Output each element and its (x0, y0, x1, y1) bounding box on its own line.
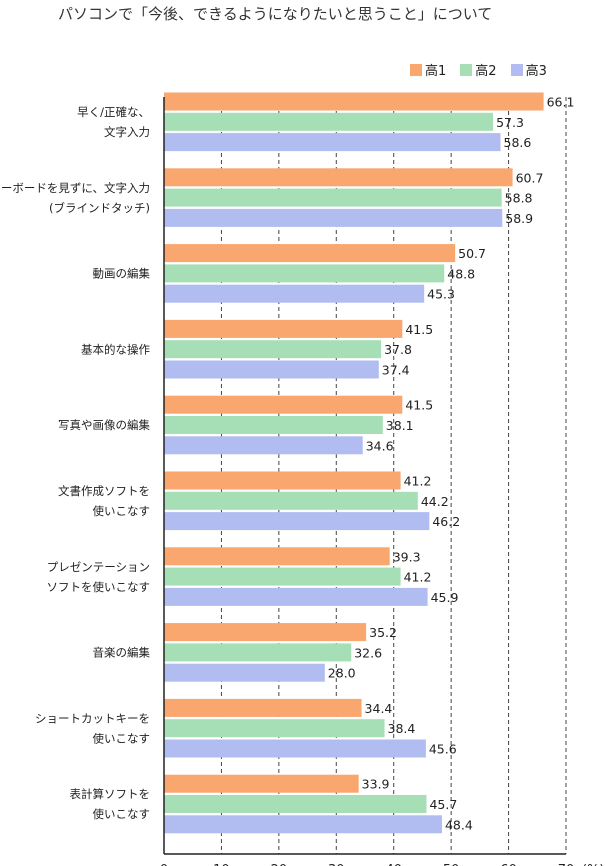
data-label: 34.6 (366, 438, 394, 453)
legend-swatch (510, 63, 523, 76)
category-label: 早く/正確な、 (77, 105, 150, 119)
data-label: 37.8 (384, 342, 412, 357)
legend-item: 高2 (460, 60, 497, 79)
bar (164, 188, 502, 207)
category-label: 写真や画像の編集 (58, 418, 150, 432)
bar (164, 112, 494, 131)
bar (164, 567, 401, 586)
bar (164, 92, 544, 111)
legend-item: 高1 (410, 60, 446, 79)
data-label: 41.5 (405, 322, 433, 337)
bar (164, 284, 425, 303)
category-label: 使いこなす (93, 731, 151, 745)
x-tick-label: 50 (443, 863, 460, 866)
x-tick-label: 30 (328, 863, 345, 866)
legend: 高1 高2 高3 (410, 60, 547, 79)
bar (164, 360, 379, 379)
data-label: 60.7 (516, 170, 544, 185)
category-label: キーボードを見ずに、文字入力 (0, 181, 150, 195)
x-tick-label: 60 (500, 863, 517, 866)
legend-label: 高1 (425, 64, 447, 79)
bar (164, 264, 445, 283)
bar (164, 739, 426, 758)
bar (164, 416, 383, 434)
x-tick-label: 70 (558, 863, 575, 866)
data-label: 38.4 (388, 721, 416, 736)
data-label: 45.7 (429, 797, 457, 812)
data-label: 45.3 (427, 287, 455, 302)
bar (164, 643, 352, 662)
category-label: ソフトを使いこなす (47, 580, 151, 594)
category-label: 基本的な操作 (81, 342, 150, 356)
data-label: 35.2 (369, 625, 397, 640)
data-label: 28.0 (328, 666, 356, 681)
category-label: 表計算ソフトを (70, 787, 151, 801)
bar (164, 512, 430, 531)
bar (164, 587, 428, 606)
data-label: 37.4 (382, 363, 410, 378)
bar (164, 471, 401, 490)
bar (164, 491, 418, 510)
category-label: (ブラインドタッチ) (49, 201, 150, 215)
data-label: 44.2 (421, 494, 449, 509)
x-unit-label: (%) (582, 863, 605, 866)
chart-title: パソコンで「今後、できるようになりたいと思うこと」について (58, 5, 493, 23)
data-label: 46.2 (432, 514, 460, 529)
data-label: 45.9 (431, 590, 459, 605)
category-label: 使いこなす (93, 807, 151, 821)
category-label: プレゼンテーション (47, 560, 150, 574)
data-label: 48.8 (447, 266, 475, 281)
legend-swatch (460, 63, 473, 76)
data-label: 58.8 (505, 191, 533, 206)
bar (164, 547, 390, 566)
bar (164, 436, 363, 455)
data-label: 41.5 (405, 398, 433, 413)
bar (164, 774, 359, 793)
data-label: 41.2 (404, 474, 432, 489)
category-label: 使いこなす (93, 504, 151, 518)
category-label: 文字入力 (104, 125, 150, 139)
bar (164, 340, 382, 359)
data-label: 48.4 (445, 817, 473, 832)
category-label: 文書作成ソフトを (58, 484, 150, 498)
bar (164, 168, 513, 187)
x-tick-label: 0 (160, 863, 168, 866)
legend-item: 高3 (510, 60, 547, 79)
bar (164, 719, 385, 738)
bar (164, 208, 503, 227)
data-label: 50.7 (458, 246, 486, 261)
data-label: 39.3 (393, 549, 421, 564)
x-tick-label: 40 (385, 863, 402, 866)
category-label: ショートカットキーを (35, 711, 150, 725)
legend-label: 高2 (475, 64, 497, 79)
legend-label: 高3 (525, 64, 547, 79)
x-tick-label: 20 (271, 863, 288, 866)
data-label: 33.9 (362, 777, 390, 792)
data-label: 66.1 (547, 95, 575, 110)
legend-swatch (410, 63, 422, 76)
data-label: 57.3 (496, 115, 524, 130)
bar (164, 795, 427, 813)
bar (164, 623, 367, 642)
bar (164, 133, 501, 152)
data-label: 58.6 (504, 135, 532, 150)
bar (164, 663, 325, 682)
category-label: 音楽の編集 (93, 646, 151, 660)
bar (164, 698, 362, 717)
bar (164, 395, 403, 414)
data-label: 34.4 (365, 701, 393, 716)
bar (164, 244, 456, 263)
bar (164, 815, 442, 834)
data-label: 41.2 (404, 570, 432, 585)
data-label: 38.1 (386, 418, 414, 433)
x-tick-label: 10 (213, 863, 230, 866)
bar (164, 319, 403, 338)
data-label: 32.6 (354, 645, 382, 660)
category-label: 動画の編集 (93, 267, 151, 281)
data-label: 45.6 (429, 742, 457, 757)
data-label: 58.9 (505, 211, 533, 226)
